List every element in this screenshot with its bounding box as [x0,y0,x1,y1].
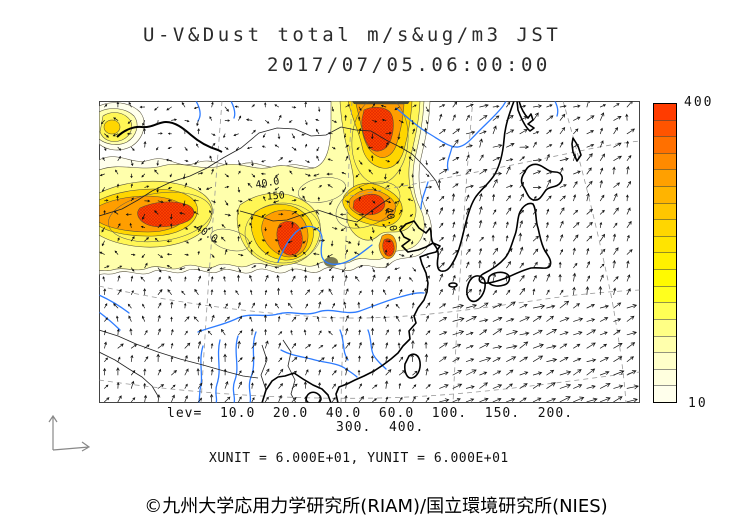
dust-shading [99,101,432,276]
credit-footer: ©九州大学応用力学研究所(RIAM)/国立環境研究所(NIES) [144,496,608,517]
chart-timestamp: 2017/07/05.06:00:00 [267,54,551,76]
colorbar-cell [654,352,676,369]
axis-arrows-icon [48,414,91,452]
colorbar [653,103,677,403]
colorbar-cell [654,285,676,303]
colorbar-cell [654,269,676,286]
contour-levels-text-line2: 300. 400. [336,420,425,435]
colorbar-cell [654,136,676,153]
colorbar-cell [654,186,676,203]
contour-levels-text-line1: lev= 10.0 20.0 40.0 60.0 100. 150. 200. [167,406,574,421]
contour-label-150: 150 [266,190,285,203]
colorbar-min-label: 10 [688,396,708,411]
contour-label-40-a: 40.0 [255,176,281,191]
colorbar-cell [654,368,676,386]
colorbar-cell [654,219,676,236]
contour-label-40-c: 40.0 [383,207,399,233]
rivers [99,101,559,403]
colorbar-cell [654,302,676,319]
chart-title: U-V&Dust total m/s&ug/m3 JST [143,24,562,46]
colorbar-cell [654,202,676,220]
colorbar-max-label: 400 [684,95,714,110]
colorbar-cell [654,104,676,120]
colorbar-cell [654,385,676,402]
colorbar-cell [654,318,676,336]
colorbar-cell [654,119,676,137]
vector-units-text: XUNIT = 6.000E+01, YUNIT = 6.000E+01 [209,451,509,466]
colorbar-cell [654,169,676,187]
colorbar-cell [654,152,676,170]
colorbar-cell [654,235,676,253]
colorbar-cell [654,252,676,270]
wind-vectors [99,101,639,403]
contour-lines [108,101,409,264]
coastlines [116,101,582,403]
colorbar-cell [654,335,676,353]
